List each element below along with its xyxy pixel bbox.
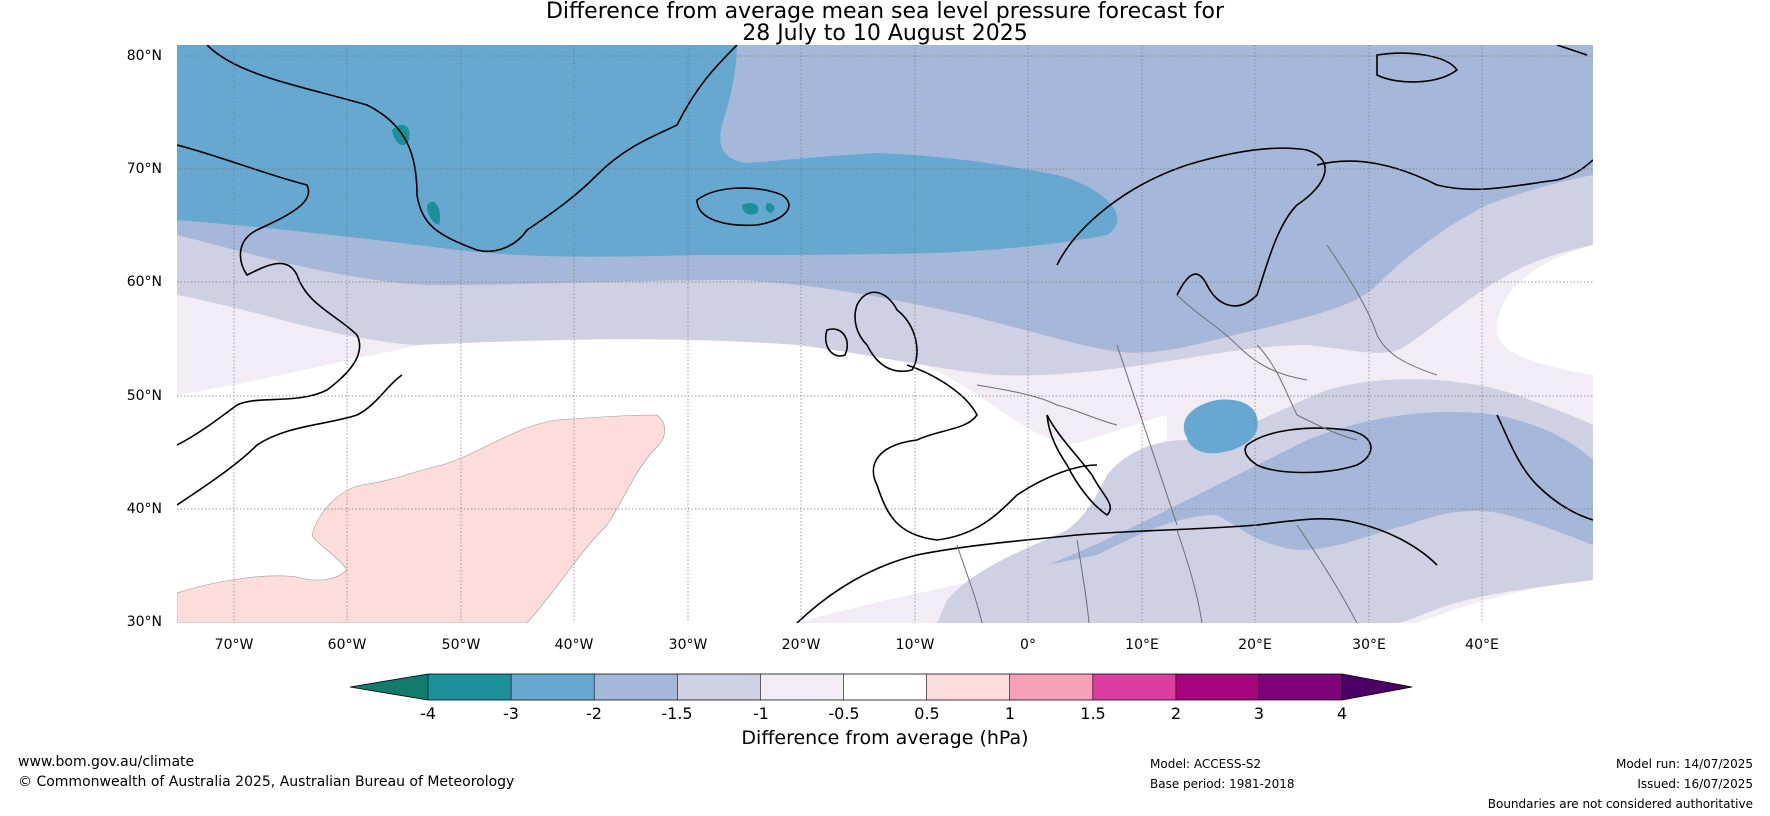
colorbar-segment	[1259, 674, 1343, 700]
lon-label-30w: 30°W	[668, 637, 708, 653]
lat-label-80n: 80°N	[126, 48, 162, 64]
lat-label-30n: 30°N	[126, 614, 162, 630]
boundaries-disclaimer: Boundaries are not considered authoritat…	[1487, 797, 1753, 811]
lon-label-30e: 30°E	[1352, 637, 1386, 653]
base-period: Base period: 1981-2018	[1150, 777, 1295, 791]
colorbar-segment	[1175, 674, 1260, 700]
lat-label-60n: 60°N	[126, 274, 162, 290]
colorbar-tick: 1.5	[1080, 704, 1106, 723]
issued-date: Issued: 16/07/2025	[1637, 777, 1753, 791]
lon-label-20w: 20°W	[781, 637, 821, 653]
colorbar-segment	[1092, 674, 1177, 700]
anomaly-zone-neg3-to-neg2-balkans	[1183, 399, 1258, 454]
lat-label-40n: 40°N	[126, 501, 162, 517]
colorbar-tick: 3	[1253, 704, 1265, 723]
anomaly-zone-neg2-to-neg15-balkans	[1047, 411, 1593, 565]
colorbar-tick: 4	[1336, 704, 1348, 723]
anomaly-zone-near-zero-east	[1497, 245, 1593, 375]
lon-label-20e: 20°E	[1238, 637, 1272, 653]
anomaly-zone-neg4-to-neg3-greenland	[392, 124, 441, 225]
lon-label-40w: 40°W	[554, 637, 594, 653]
lat-label-70n: 70°N	[126, 161, 162, 177]
colorbar-segment	[594, 674, 678, 700]
country-borders	[956, 244, 1438, 623]
colorbar-tick: 1	[1004, 704, 1016, 723]
colorbar-extend-high	[1342, 674, 1413, 700]
colorbar-tick: -0.5	[828, 704, 860, 723]
lon-label-50w: 50°W	[441, 637, 481, 653]
anomaly-zone-neg4-to-neg3-iceland	[742, 202, 775, 215]
colorbar-tick: 2	[1170, 704, 1182, 723]
colorbar-tick: -1	[753, 704, 769, 723]
website-url: www.bom.gov.au/climate	[18, 754, 195, 770]
colorbar-segment	[677, 674, 761, 700]
lon-label-10e: 10°E	[1125, 637, 1159, 653]
lon-label-0: 0°	[1020, 637, 1036, 653]
lon-label-10w: 10°W	[895, 637, 935, 653]
lon-label-60w: 60°W	[327, 637, 367, 653]
colorbar-tick: -2	[586, 704, 602, 723]
chart-title: Difference from average mean sea level p…	[545, 0, 1225, 24]
model-run-date: Model run: 14/07/2025	[1615, 757, 1753, 771]
chart-subtitle-dates: 28 July to 10 August 2025	[742, 21, 1028, 46]
lon-label-70w: 70°W	[214, 637, 254, 653]
coastlines	[177, 45, 1593, 623]
colorbar	[350, 673, 1413, 701]
anomaly-zone-near-zero-se	[1417, 580, 1593, 623]
colorbar-extend-low	[350, 674, 428, 700]
copyright-notice: © Commonwealth of Australia 2025, Austra…	[18, 774, 515, 790]
colorbar-tick: 0.5	[914, 704, 940, 723]
colorbar-segment	[428, 674, 512, 700]
graticule	[177, 45, 1593, 623]
anomaly-zone-neg3-to-neg2	[177, 45, 1118, 257]
colorbar-segment	[511, 674, 595, 700]
anomaly-zone-pos05-to-pos1	[177, 414, 666, 623]
colorbar-tick: -1.5	[661, 704, 693, 723]
lat-label-50n: 50°N	[126, 388, 162, 404]
colorbar-segment	[1009, 674, 1094, 700]
colorbar-segment	[760, 674, 844, 700]
colorbar-tick: -3	[503, 704, 519, 723]
colorbar-label: Difference from average (hPa)	[741, 727, 1029, 749]
lon-label-40e: 40°E	[1465, 637, 1499, 653]
model-name: Model: ACCESS-S2	[1150, 757, 1262, 771]
colorbar-tick: -4	[420, 704, 436, 723]
pressure-anomaly-map	[177, 45, 1593, 623]
colorbar-segment	[843, 674, 928, 700]
colorbar-segment	[926, 674, 1011, 700]
